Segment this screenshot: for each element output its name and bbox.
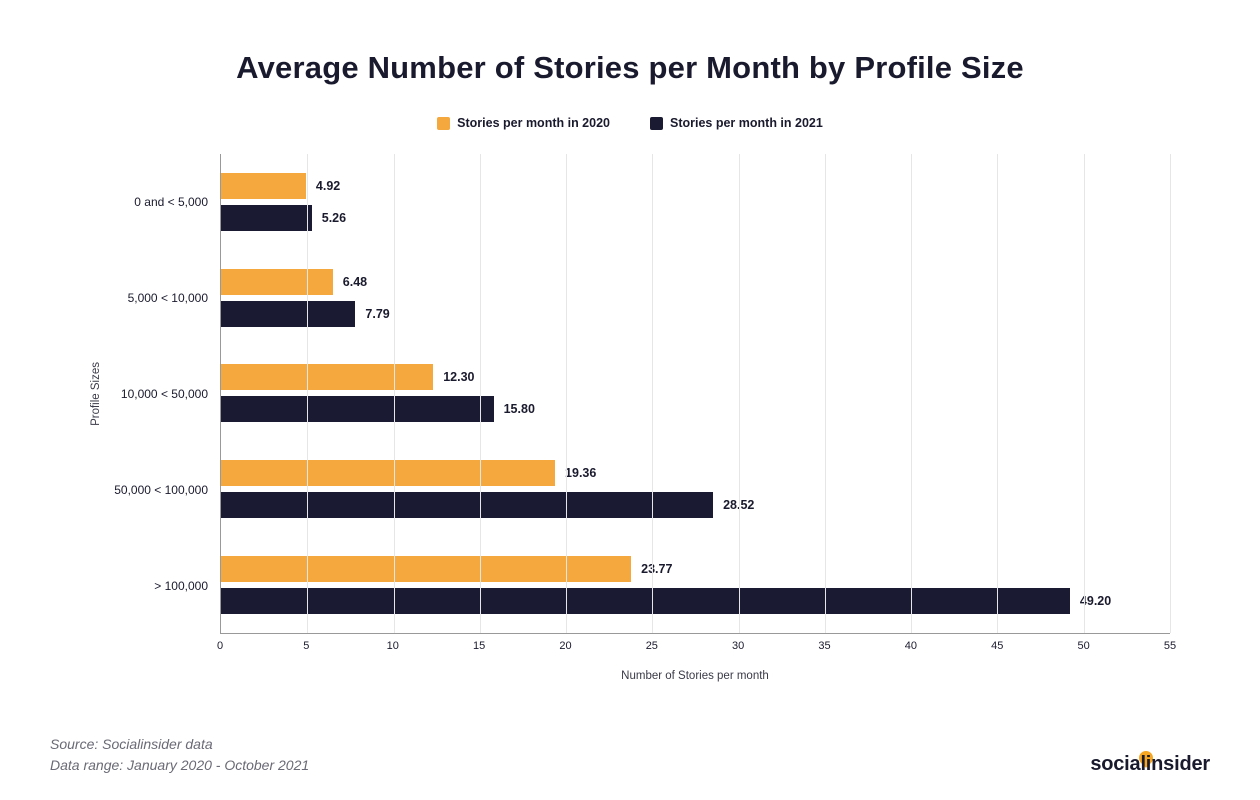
x-tick-label: 45	[991, 640, 1003, 652]
bar-value-label: 15.80	[504, 402, 535, 416]
bars-layer: 4.92 5.26 6.48 7.79 12.30 15.80 19.36 28.52 23.7…	[221, 154, 1170, 633]
x-tick-label: 30	[732, 640, 744, 652]
y-tick-label: 5,000 < 10,000	[110, 291, 208, 305]
plot-area: 4.92 5.26 6.48 7.79 12.30 15.80 19.36 28.52 23.7…	[220, 154, 1170, 634]
gridline	[394, 154, 395, 633]
gridline	[480, 154, 481, 633]
gridline	[911, 154, 912, 633]
bar-row: 23.77	[221, 556, 1170, 582]
gridline	[739, 154, 740, 633]
bar-value-label: 23.77	[641, 562, 672, 576]
bar-row: 5.26	[221, 205, 1170, 231]
bar-row: 15.80	[221, 396, 1170, 422]
bar-row: 19.36	[221, 460, 1170, 486]
source-line-1: Source: Socialinsider data	[50, 734, 309, 755]
bar-row: 4.92	[221, 173, 1170, 199]
chart-area: Profile Sizes 0 and < 5,000 5,000 < 10,0…	[90, 154, 1210, 634]
bar-group: 4.92 5.26	[221, 163, 1170, 241]
y-tick-label: > 100,000	[110, 579, 208, 593]
gridline	[1084, 154, 1085, 633]
legend-label-2021: Stories per month in 2021	[670, 116, 823, 130]
gridline	[997, 154, 998, 633]
bar	[221, 205, 312, 231]
source-text: Source: Socialinsider data Data range: J…	[50, 734, 309, 776]
x-axis-ticks: 0510152025303540455055	[220, 640, 1170, 654]
bar-row: 6.48	[221, 269, 1170, 295]
bar	[221, 364, 433, 390]
bar-row: 7.79	[221, 301, 1170, 327]
bar-value-label: 7.79	[365, 307, 389, 321]
bar-group: 23.77 49.20	[221, 546, 1170, 624]
x-tick-label: 35	[818, 640, 830, 652]
bar	[221, 269, 333, 295]
bar-group: 19.36 28.52	[221, 450, 1170, 528]
gridline	[1170, 154, 1171, 633]
x-tick-label: 10	[387, 640, 399, 652]
bar-row: 28.52	[221, 492, 1170, 518]
legend-swatch-2021	[650, 117, 663, 130]
bar-row: 12.30	[221, 364, 1170, 390]
y-axis-title: Profile Sizes	[90, 362, 102, 426]
bar-value-label: 4.92	[316, 179, 340, 193]
x-tick-label: 40	[905, 640, 917, 652]
gridline	[307, 154, 308, 633]
gridline	[825, 154, 826, 633]
footer: Source: Socialinsider data Data range: J…	[50, 734, 1210, 776]
bar-value-label: 12.30	[443, 370, 474, 384]
chart-title: Average Number of Stories per Month by P…	[50, 50, 1210, 86]
x-tick-label: 50	[1078, 640, 1090, 652]
bar	[221, 301, 355, 327]
bar	[221, 588, 1070, 614]
legend: Stories per month in 2020 Stories per mo…	[50, 116, 1210, 130]
bar	[221, 396, 494, 422]
y-tick-label: 50,000 < 100,000	[110, 483, 208, 497]
legend-item-2020: Stories per month in 2020	[437, 116, 610, 130]
legend-swatch-2020	[437, 117, 450, 130]
legend-item-2021: Stories per month in 2021	[650, 116, 823, 130]
bar-group: 12.30 15.80	[221, 354, 1170, 432]
x-tick-label: 5	[303, 640, 309, 652]
bar	[221, 460, 555, 486]
y-tick-label: 10,000 < 50,000	[110, 387, 208, 401]
gridline	[652, 154, 653, 633]
bar	[221, 492, 713, 518]
bar-value-label: 6.48	[343, 275, 367, 289]
chart-container: Average Number of Stories per Month by P…	[0, 0, 1260, 800]
y-axis-labels: 0 and < 5,000 5,000 < 10,000 10,000 < 50…	[110, 154, 220, 634]
legend-label-2020: Stories per month in 2020	[457, 116, 610, 130]
x-tick-label: 20	[559, 640, 571, 652]
bar-value-label: 5.26	[322, 211, 346, 225]
gridline	[566, 154, 567, 633]
x-axis-title: Number of Stories per month	[220, 670, 1170, 682]
bar-group: 6.48 7.79	[221, 259, 1170, 337]
source-line-2: Data range: January 2020 - October 2021	[50, 755, 309, 776]
brand-logo: socialinsider	[1090, 753, 1210, 776]
brand-name: socialinsider	[1090, 753, 1210, 776]
bar	[221, 556, 631, 582]
bar-row: 49.20	[221, 588, 1170, 614]
bar	[221, 173, 306, 199]
x-tick-label: 55	[1164, 640, 1176, 652]
x-axis: 0510152025303540455055	[220, 640, 1170, 654]
x-tick-label: 0	[217, 640, 223, 652]
y-tick-label: 0 and < 5,000	[110, 195, 208, 209]
x-tick-label: 15	[473, 640, 485, 652]
x-tick-label: 25	[646, 640, 658, 652]
bar-value-label: 19.36	[565, 466, 596, 480]
